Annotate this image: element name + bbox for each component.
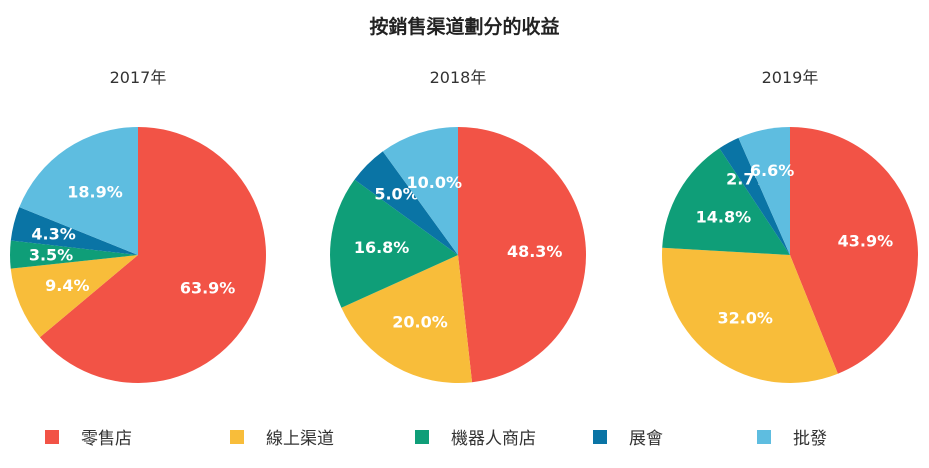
data-label-robot-store: 3.5% <box>29 246 73 265</box>
pie-slice-online <box>661 247 838 384</box>
pie-2: 43.9%32.0%14.8%2.7%6.6% <box>661 127 918 384</box>
data-label-expo: 4.3% <box>31 225 75 244</box>
pie-0: 63.9% 9.4% 3.5% 4.3% 18.9% <box>10 127 266 383</box>
legend-swatch <box>45 429 59 444</box>
pie-title-2018: 2018年 <box>429 68 487 87</box>
chart-title: 按銷售渠道劃分的收益 <box>369 16 560 38</box>
legend-label: 線上渠道 <box>266 429 334 449</box>
data-label-wholesale: 18.9% <box>67 182 123 201</box>
pie-slice-retail <box>39 127 266 383</box>
pie-title-2017: 2017年 <box>109 68 167 87</box>
pie-1: 48.3% 20.0% 16.8% 5.0%10.0% <box>330 126 587 384</box>
data-label-online: 32.0% <box>717 308 773 327</box>
data-label-online: 9.4% <box>45 276 89 295</box>
legend-item-online: 線上渠道 <box>230 424 334 449</box>
data-label-retail: 48.3% <box>507 242 563 261</box>
pie-slice-online <box>10 255 139 338</box>
data-label-robot-store: 16.8% <box>354 238 410 257</box>
pie-slice-wholesale <box>382 127 458 255</box>
data-label-online: 20.0% <box>392 313 448 332</box>
pie-slice-retail <box>790 127 918 374</box>
legend-swatch <box>230 429 244 444</box>
data-label-wholesale: 6.6% <box>750 161 794 180</box>
data-label-expo: 5.0% <box>374 184 418 203</box>
pie-slice-expo <box>719 137 790 255</box>
pie-title-2019: 2019年 <box>761 68 819 87</box>
legend-swatch <box>593 429 607 444</box>
legend-label: 批發 <box>793 429 827 449</box>
legend-item-wholesale: 批發 <box>757 424 827 449</box>
legend-item-robot-store: 機器人商店 <box>415 424 536 449</box>
pie-slice-online <box>341 255 473 384</box>
legend-item-retail: 零售店 <box>45 424 132 449</box>
pie-slice-robot-store <box>10 240 138 269</box>
data-label-robot-store: 14.8% <box>696 208 752 227</box>
pie-slice-robot-store <box>330 179 458 308</box>
data-label-retail: 43.9% <box>838 231 894 250</box>
pie-slice-expo <box>354 151 458 255</box>
legend-swatch <box>757 429 771 444</box>
legend-item-expo: 展會 <box>593 424 663 449</box>
data-label-wholesale: 10.0% <box>407 173 463 192</box>
data-label-retail: 63.9% <box>180 279 236 298</box>
pie-slice-retail <box>458 126 587 383</box>
pie-slice-wholesale <box>19 127 138 255</box>
legend-label: 機器人商店 <box>451 429 536 449</box>
legend: 零售店 線上渠道 機器人商店 展會 批發 <box>0 424 929 449</box>
pie-slice-expo <box>10 207 138 255</box>
legend-label: 零售店 <box>81 429 132 449</box>
pie-slice-wholesale <box>738 127 790 255</box>
pie-slice-robot-store <box>662 148 790 255</box>
legend-swatch <box>415 429 429 444</box>
legend-label: 展會 <box>629 429 663 449</box>
